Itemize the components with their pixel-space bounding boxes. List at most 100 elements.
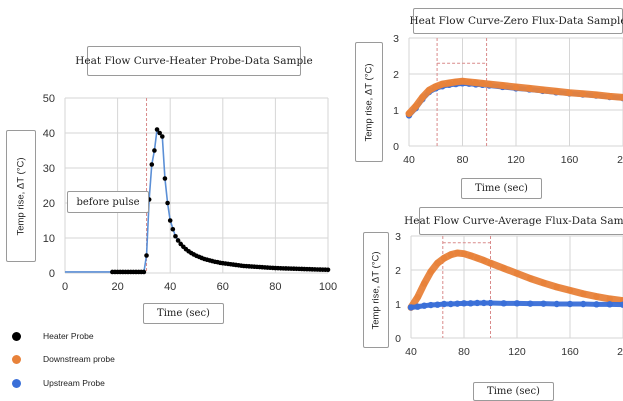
chart-1-y-tick-label: 30	[43, 163, 55, 175]
chart-2-downstream-point	[419, 94, 426, 101]
chart-2-y-tick-label: 2	[393, 69, 399, 81]
chart-3-downstream-point	[467, 252, 474, 259]
chart-3-downstream-point	[434, 260, 441, 267]
chart-3-title: Heat Flow Curve-Average Flux-Data Sample	[404, 207, 623, 235]
chart-3-upstream-point	[540, 300, 547, 307]
chart-3-upstream-point	[480, 299, 488, 307]
chart-3-downstream-point	[427, 268, 435, 275]
chart-2-downstream-point	[465, 78, 473, 86]
chart-2-downstream-point	[479, 80, 486, 87]
chart-3-downstream-point	[500, 265, 507, 272]
chart-2-downstream-point	[486, 80, 493, 88]
chart-1-heater-point	[160, 134, 165, 139]
chart-2-downstream-point	[566, 89, 573, 96]
chart-3-y-tick-label: 1	[395, 299, 401, 311]
chart-2-y-tick-label: 3	[393, 33, 399, 45]
chart-1-heater-point	[141, 269, 147, 275]
chart-3-upstream-point	[460, 300, 468, 307]
chart-1-x-tick-label: 60	[217, 281, 229, 293]
chart-1-heater-point	[149, 162, 155, 167]
chart-3-x-tick-label: 20	[617, 346, 623, 358]
chart-1-heater-point	[167, 218, 173, 223]
chart-2-x-tick-label: 120	[507, 154, 525, 166]
chart-3-upstream-point	[593, 301, 600, 308]
chart-1-y-tick-label: 0	[49, 268, 55, 280]
chart-3-upstream-point	[467, 300, 474, 307]
chart-2-downstream-point	[552, 88, 560, 95]
chart-3-downstream-point	[513, 270, 521, 277]
chart-2-downstream-point	[606, 93, 613, 100]
chart-3-downstream-point	[454, 249, 461, 257]
chart-1-x-axis-label: Time (sec)	[143, 303, 224, 324]
chart-3-downstream-point	[540, 279, 547, 287]
chart-1-heater-point	[165, 200, 170, 206]
chart-3-upstream-point	[580, 300, 587, 308]
chart-3-x-tick-label: 40	[405, 346, 417, 358]
chart-2-y-tick-label: 1	[393, 105, 399, 117]
chart-3-y-tick-label: 3	[395, 231, 401, 243]
legend-heater-marker	[12, 331, 21, 341]
chart-3-downstream-point	[440, 254, 448, 262]
legend-item-downstream: Downstream probe	[12, 354, 115, 364]
chart-2-y-tick-label: 0	[393, 141, 399, 153]
legend-downstream-label: Downstream probe	[43, 354, 115, 364]
chart-3-downstream-point	[553, 283, 560, 291]
chart-1-heater-point	[154, 127, 160, 132]
chart-3-x-tick-label: 80	[458, 346, 470, 358]
chart-1-y-tick-label: 40	[43, 128, 55, 140]
chart-3-upstream-point	[566, 300, 574, 308]
chart-3-upstream-point	[606, 301, 613, 308]
chart-3-upstream-point	[474, 299, 481, 307]
chart-3-downstream-point	[566, 287, 574, 294]
chart-2-downstream-point	[425, 87, 433, 94]
chart-1-heater-point	[175, 238, 181, 243]
chart-1-x-tick-label: 20	[111, 281, 123, 293]
chart-1-heater-point	[157, 130, 162, 136]
chart-3-upstream-point	[553, 300, 560, 308]
chart-2-downstream-point	[405, 110, 413, 117]
chart-3-y-axis-text: Temp rise, ΔT (°C)	[370, 250, 382, 330]
before-pulse-annotation: before pulse	[67, 191, 149, 213]
chart-1-y-tick-label: 20	[43, 198, 55, 210]
chart-2-x-axis-label: Time (sec)	[461, 178, 542, 199]
chart-1-heater-point	[162, 176, 168, 181]
chart-3-upstream-point	[414, 303, 421, 310]
chart-3-downstream-point	[414, 294, 421, 301]
chart-2-downstream-point	[472, 79, 480, 86]
chart-3-upstream-point	[527, 300, 534, 307]
chart-3-upstream-point	[619, 301, 623, 308]
chart-3-downstream-point	[593, 293, 600, 300]
chart-1-x-tick-label: 40	[164, 281, 176, 293]
chart-2-x-tick-label: 80	[457, 154, 469, 166]
chart-3-x-tick-label: 160	[561, 346, 579, 358]
chart-1-heater-point	[152, 148, 157, 153]
chart-2-x-tick-label: 40	[403, 154, 415, 166]
chart-2-downstream-point	[439, 80, 446, 88]
chart-3-downstream-point	[580, 290, 587, 297]
chart-2-x-tick-label: 20	[617, 154, 623, 166]
chart-3-upstream-point	[440, 300, 448, 308]
chart-1-heater-point	[144, 253, 149, 258]
chart-1-y-tick-label: 10	[43, 233, 55, 245]
chart-2-y-axis-text: Temp rise, ΔT (°C)	[363, 62, 375, 142]
chart-1-x-tick-label: 80	[269, 281, 281, 293]
chart-3-upstream-point	[447, 300, 454, 308]
chart-1-y-tick-label: 50	[43, 93, 55, 105]
chart-3-upstream-point	[421, 302, 428, 309]
chart-3-downstream-point	[487, 260, 494, 267]
legend-upstream-marker	[12, 378, 21, 388]
chart-2-downstream-point	[459, 78, 466, 85]
chart-3-y-tick-label: 0	[395, 333, 401, 345]
chart-2-x-tick-label: 160	[561, 154, 579, 166]
chart-1-heater-point	[325, 267, 331, 273]
chart-3-x-axis-label: Time (sec)	[473, 382, 554, 401]
chart-3-y-axis-label: Temp rise, ΔT (°C)	[363, 232, 389, 348]
legend-item-heater: Heater Probe	[12, 331, 94, 341]
legend-item-upstream: Upstream Probe	[12, 378, 105, 388]
chart-2-downstream-point	[526, 85, 533, 92]
chart-3-x-tick-label: 120	[508, 346, 526, 358]
chart-3-upstream-point	[434, 301, 441, 308]
chart-3-downstream-point	[527, 275, 534, 282]
chart-2-downstream-point	[412, 103, 419, 110]
legend-upstream-label: Upstream Probe	[43, 378, 105, 388]
